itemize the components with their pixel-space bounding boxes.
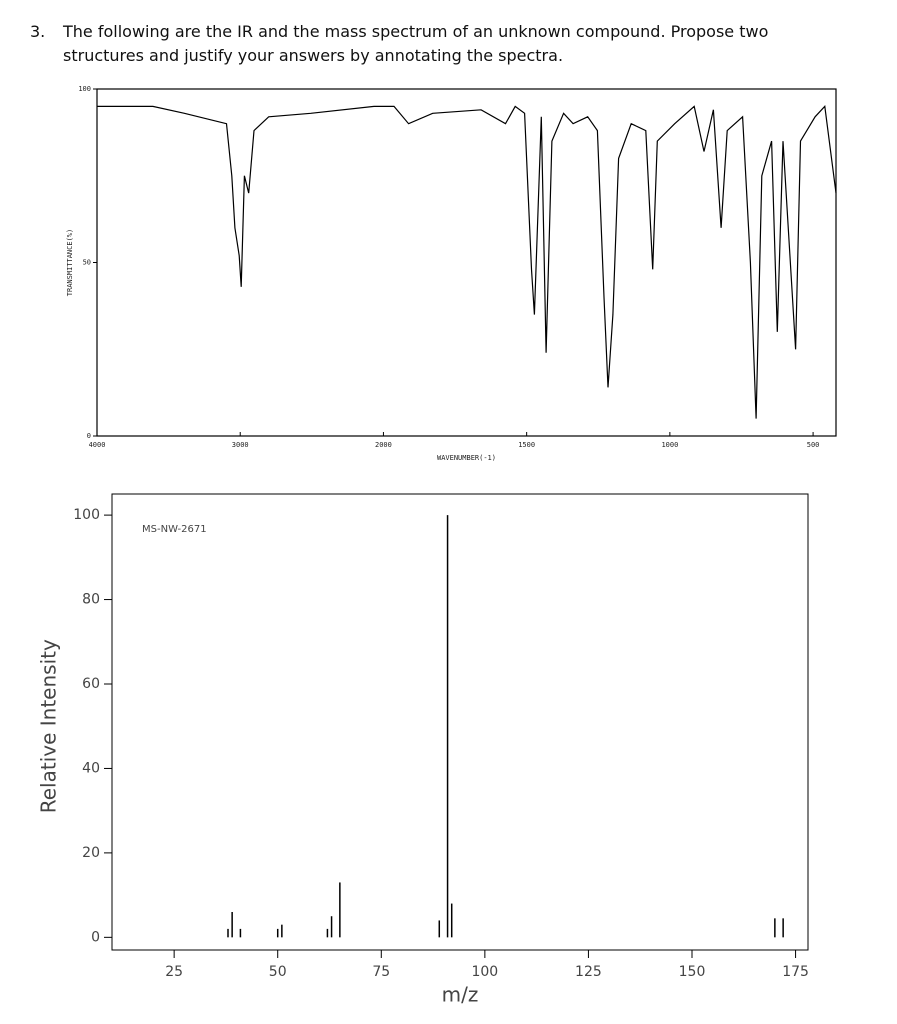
y-axis-label: Relative Intensity — [37, 639, 61, 813]
question-text: The following are the IR and the mass sp… — [63, 22, 769, 65]
y-tick-label: 20 — [82, 845, 100, 861]
y-tick-label: 40 — [82, 760, 100, 776]
ir-trace — [97, 105, 837, 419]
plot-frame — [111, 493, 809, 951]
x-axis-label: m/z — [442, 983, 479, 1007]
plot-frame — [96, 88, 837, 437]
x-tick-label: 4000 — [89, 441, 106, 449]
x-tick-label: 175 — [782, 964, 809, 980]
y-tick-label: 0 — [87, 432, 91, 440]
x-tick-label: 25 — [165, 964, 183, 980]
y-axis-label: TRANSMITTANCE(%) — [66, 229, 74, 296]
x-tick-label: 2000 — [375, 441, 392, 449]
annotation: MS-NW-2671 — [142, 524, 207, 535]
x-tick-label: 500 — [807, 441, 820, 449]
question-number: 3. — [30, 22, 46, 41]
x-tick-label: 125 — [575, 964, 602, 980]
x-tick-label: 100 — [471, 964, 498, 980]
y-tick-label: 0 — [91, 929, 100, 945]
x-tick-label: 1000 — [661, 441, 678, 449]
y-tick-label: 60 — [82, 676, 100, 692]
y-tick-label: 50 — [83, 259, 91, 267]
chart: 0 50 100 4000 3000 2000 1500 1000 500 WAVENUMBER(… — [66, 85, 837, 462]
x-tick-label: 3000 — [232, 441, 249, 449]
question: 3. The following are the IR and the mass… — [30, 20, 830, 68]
y-tick-label: 80 — [82, 592, 100, 608]
chart: 0 20 40 60 80 100 25 50 75 100 125 150 175 MS-NW-2671… — [37, 493, 809, 1007]
x-tick-label: 75 — [372, 964, 390, 980]
x-tick-label: 50 — [269, 964, 287, 980]
y-tick-label: 100 — [73, 507, 100, 523]
y-tick-label: 100 — [78, 85, 91, 93]
x-axis-label: WAVENUMBER(-1) — [437, 454, 496, 462]
x-tick-label: 1500 — [518, 441, 535, 449]
x-tick-label: 150 — [679, 964, 706, 980]
